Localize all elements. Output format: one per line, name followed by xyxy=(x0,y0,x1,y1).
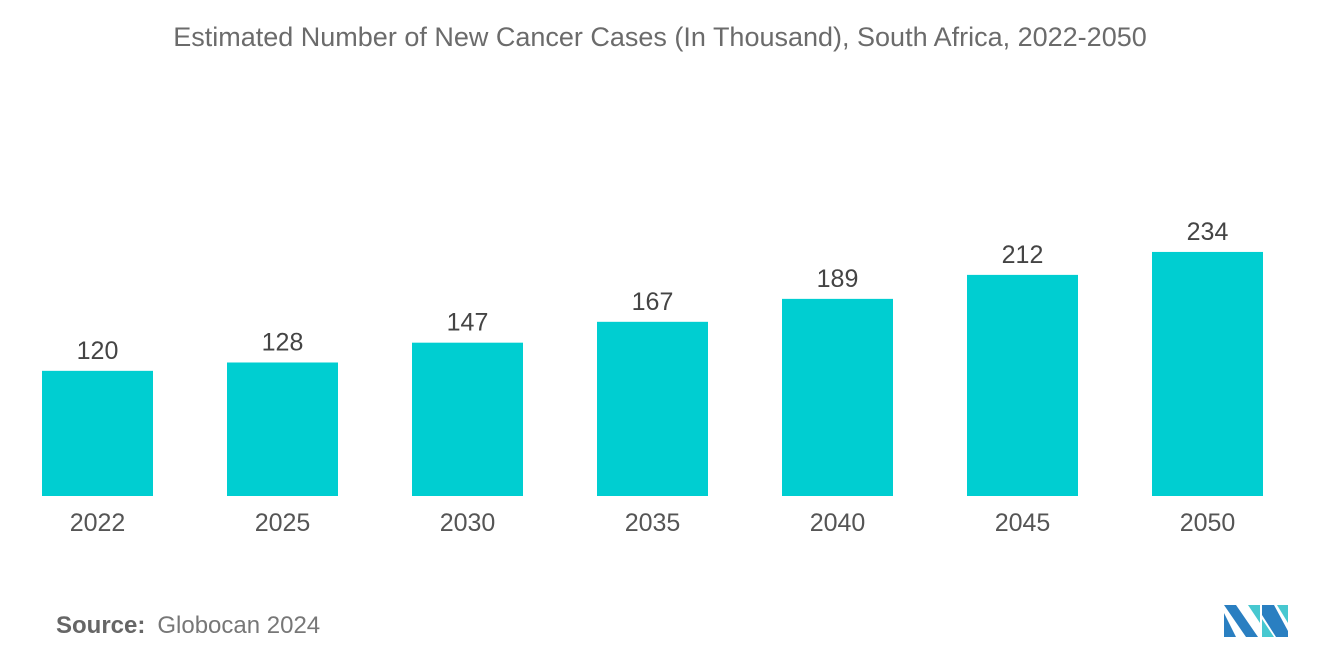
data-label: 234 xyxy=(1187,218,1229,246)
data-label: 167 xyxy=(632,288,674,316)
source-note: Source: Globocan 2024 xyxy=(56,612,320,640)
bar-2030 xyxy=(412,342,523,496)
bar-2022 xyxy=(42,370,153,496)
data-label: 212 xyxy=(1002,241,1044,269)
x-tick-label: 2040 xyxy=(810,509,866,537)
chart-title: Estimated Number of New Cancer Cases (In… xyxy=(173,22,1147,52)
bar-2050 xyxy=(1152,251,1263,496)
x-tick-label: 2035 xyxy=(625,509,681,537)
mordor-intelligence-logo-icon xyxy=(1224,605,1288,637)
x-tick-label: 2050 xyxy=(1180,509,1236,537)
x-tick-label: 2022 xyxy=(70,509,126,537)
bar-2025 xyxy=(227,362,338,496)
bar-2045 xyxy=(967,274,1078,496)
data-label: 189 xyxy=(817,265,859,293)
bar-chart: 120 2022 128 2025 147 2030 167 2035 189 2040 212 20… xyxy=(42,218,1263,537)
x-tick-label: 2025 xyxy=(255,509,311,537)
source-text: Globocan 2024 xyxy=(157,612,321,639)
data-label: 120 xyxy=(77,337,119,365)
data-label: 147 xyxy=(447,309,489,337)
x-tick-label: 2030 xyxy=(440,509,496,537)
data-label: 128 xyxy=(262,328,304,356)
bar-2035 xyxy=(597,321,708,496)
x-tick-label: 2045 xyxy=(995,509,1051,537)
source-label: Source: xyxy=(56,612,146,639)
bar-2040 xyxy=(782,298,893,496)
